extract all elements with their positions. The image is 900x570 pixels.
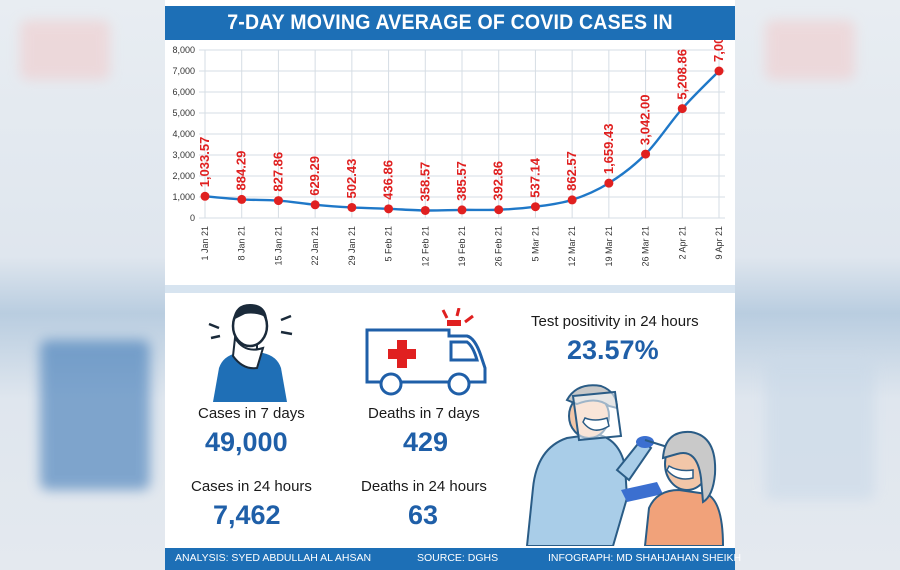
x-tick-label: 12 Feb 21 <box>420 226 430 267</box>
data-point <box>200 191 210 201</box>
footer-analysis: ANALYSIS: SYED ABDULLAH AL AHSAN <box>175 552 372 564</box>
y-tick-label: 3,000 <box>172 150 195 160</box>
data-point <box>604 178 614 188</box>
data-point <box>494 205 504 215</box>
infographic-card: 7-DAY MOVING AVERAGE OF COVID CASES IN B… <box>165 0 741 570</box>
data-label: 7,000.00 <box>711 40 726 62</box>
y-tick-label: 1,000 <box>172 192 195 202</box>
data-label: 862.57 <box>564 151 579 191</box>
x-tick-label: 1 Jan 21 <box>200 226 210 261</box>
y-tick-label: 8,000 <box>172 45 195 55</box>
y-tick-label: 0 <box>190 213 195 223</box>
x-tick-label: 9 Apr 21 <box>714 226 724 260</box>
x-tick-label: 8 Jan 21 <box>237 226 247 261</box>
data-label: 358.57 <box>417 162 432 202</box>
data-label: 5,208.86 <box>674 49 689 100</box>
footer-source: SOURCE: DGHS <box>417 552 499 564</box>
data-label: 537.14 <box>527 157 542 198</box>
data-label: 1,033.57 <box>197 137 212 188</box>
data-label: 436.86 <box>381 160 396 200</box>
data-point <box>384 204 394 214</box>
x-tick-label: 15 Jan 21 <box>273 226 283 266</box>
data-point <box>641 149 651 159</box>
data-point <box>273 196 283 206</box>
deaths-24-hours-value: 63 <box>408 500 439 530</box>
footer-bar: ANALYSIS: SYED ABDULLAH AL AHSAN SOURCE:… <box>165 548 741 570</box>
data-label: 827.86 <box>270 152 285 192</box>
data-point <box>420 205 430 215</box>
data-point <box>347 202 357 212</box>
data-label: 629.29 <box>307 156 322 196</box>
title-bar: 7-DAY MOVING AVERAGE OF COVID CASES IN B… <box>165 6 735 68</box>
data-point <box>567 195 577 205</box>
data-point <box>310 200 320 210</box>
background-left <box>0 0 165 570</box>
x-tick-label: 22 Jan 21 <box>310 226 320 266</box>
data-point <box>457 205 467 215</box>
x-tick-label: 2 Apr 21 <box>677 226 687 260</box>
cases-7-days-label: Cases in 7 days <box>198 405 305 422</box>
y-tick-label: 6,000 <box>172 87 195 97</box>
x-tick-label: 26 Mar 21 <box>641 226 651 267</box>
data-label: 3,042.00 <box>638 95 653 146</box>
section-divider <box>165 285 735 293</box>
line-chart: 0 1,000 2,000 3,000 4,000 5,000 6,000 7,000 8,00… <box>165 11 735 285</box>
deaths-7-days-label: Deaths in 7 days <box>368 405 480 422</box>
x-tick-label: 29 Jan 21 <box>347 226 357 266</box>
cases-24-hours-label: Cases in 24 hours <box>191 478 312 495</box>
data-label: 392.86 <box>491 161 506 201</box>
chart-svg: 0 1,000 2,000 3,000 4,000 5,000 6,000 7,000 8,00… <box>172 11 726 267</box>
data-label: 385.57 <box>454 161 469 201</box>
data-label: 1,659.43 <box>601 124 616 175</box>
footer-infograph: INFOGRAPH: MD SHAHJAHAN SHEIKH <box>548 552 742 564</box>
data-point <box>530 202 540 212</box>
y-tick-label: 2,000 <box>172 171 195 181</box>
cases-7-days-value: 49,000 <box>205 427 288 457</box>
data-point <box>237 194 247 204</box>
data-point <box>714 66 724 76</box>
chart-title: 7-DAY MOVING AVERAGE OF COVID CASES IN B… <box>227 11 673 68</box>
x-tick-label: 19 Mar 21 <box>604 226 614 267</box>
x-tick-label: 12 Mar 21 <box>567 226 577 267</box>
sick-person-icon <box>208 304 293 402</box>
x-tick-label: 5 Feb 21 <box>384 226 394 262</box>
x-tick-label: 26 Feb 21 <box>494 226 504 267</box>
y-tick-label: 4,000 <box>172 129 195 139</box>
deaths-7-days-value: 429 <box>403 427 449 457</box>
background-right <box>735 0 900 570</box>
test-positivity-label: Test positivity in 24 hours <box>531 313 699 330</box>
swab-test-illustration <box>525 384 725 546</box>
cases-24-hours-value: 7,462 <box>213 500 281 530</box>
test-positivity-value: 23.57% <box>567 335 659 365</box>
x-tick-label: 19 Feb 21 <box>457 226 467 267</box>
data-point <box>677 104 687 114</box>
y-tick-label: 5,000 <box>172 108 195 118</box>
data-label: 884.29 <box>234 151 249 191</box>
ambulance-icon <box>365 308 487 396</box>
x-tick-label: 5 Mar 21 <box>530 226 540 262</box>
data-label: 502.43 <box>344 159 359 199</box>
deaths-24-hours-label: Deaths in 24 hours <box>361 478 487 495</box>
y-tick-label: 7,000 <box>172 66 195 76</box>
